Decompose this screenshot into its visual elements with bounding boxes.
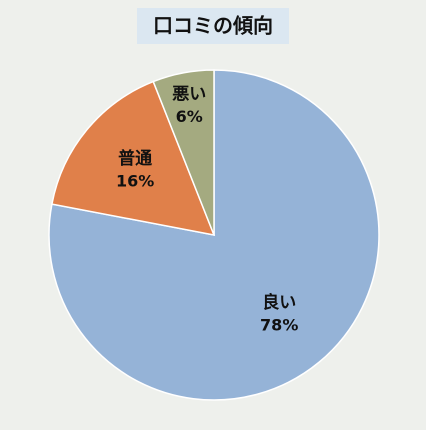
slice-value: 6%: [176, 107, 203, 126]
slice-label: 悪い: [172, 84, 206, 104]
pie-slice: [152, 69, 215, 236]
slice-value: 78%: [260, 315, 298, 334]
pie-slice: [51, 80, 216, 236]
slice-label: 普通: [118, 148, 152, 169]
pie-slice: [48, 69, 380, 401]
slice-label: 良い: [262, 292, 296, 313]
slice-value: 16%: [116, 171, 154, 190]
title-box: [137, 8, 289, 44]
chart-title: 口コミの傾向: [153, 14, 273, 38]
